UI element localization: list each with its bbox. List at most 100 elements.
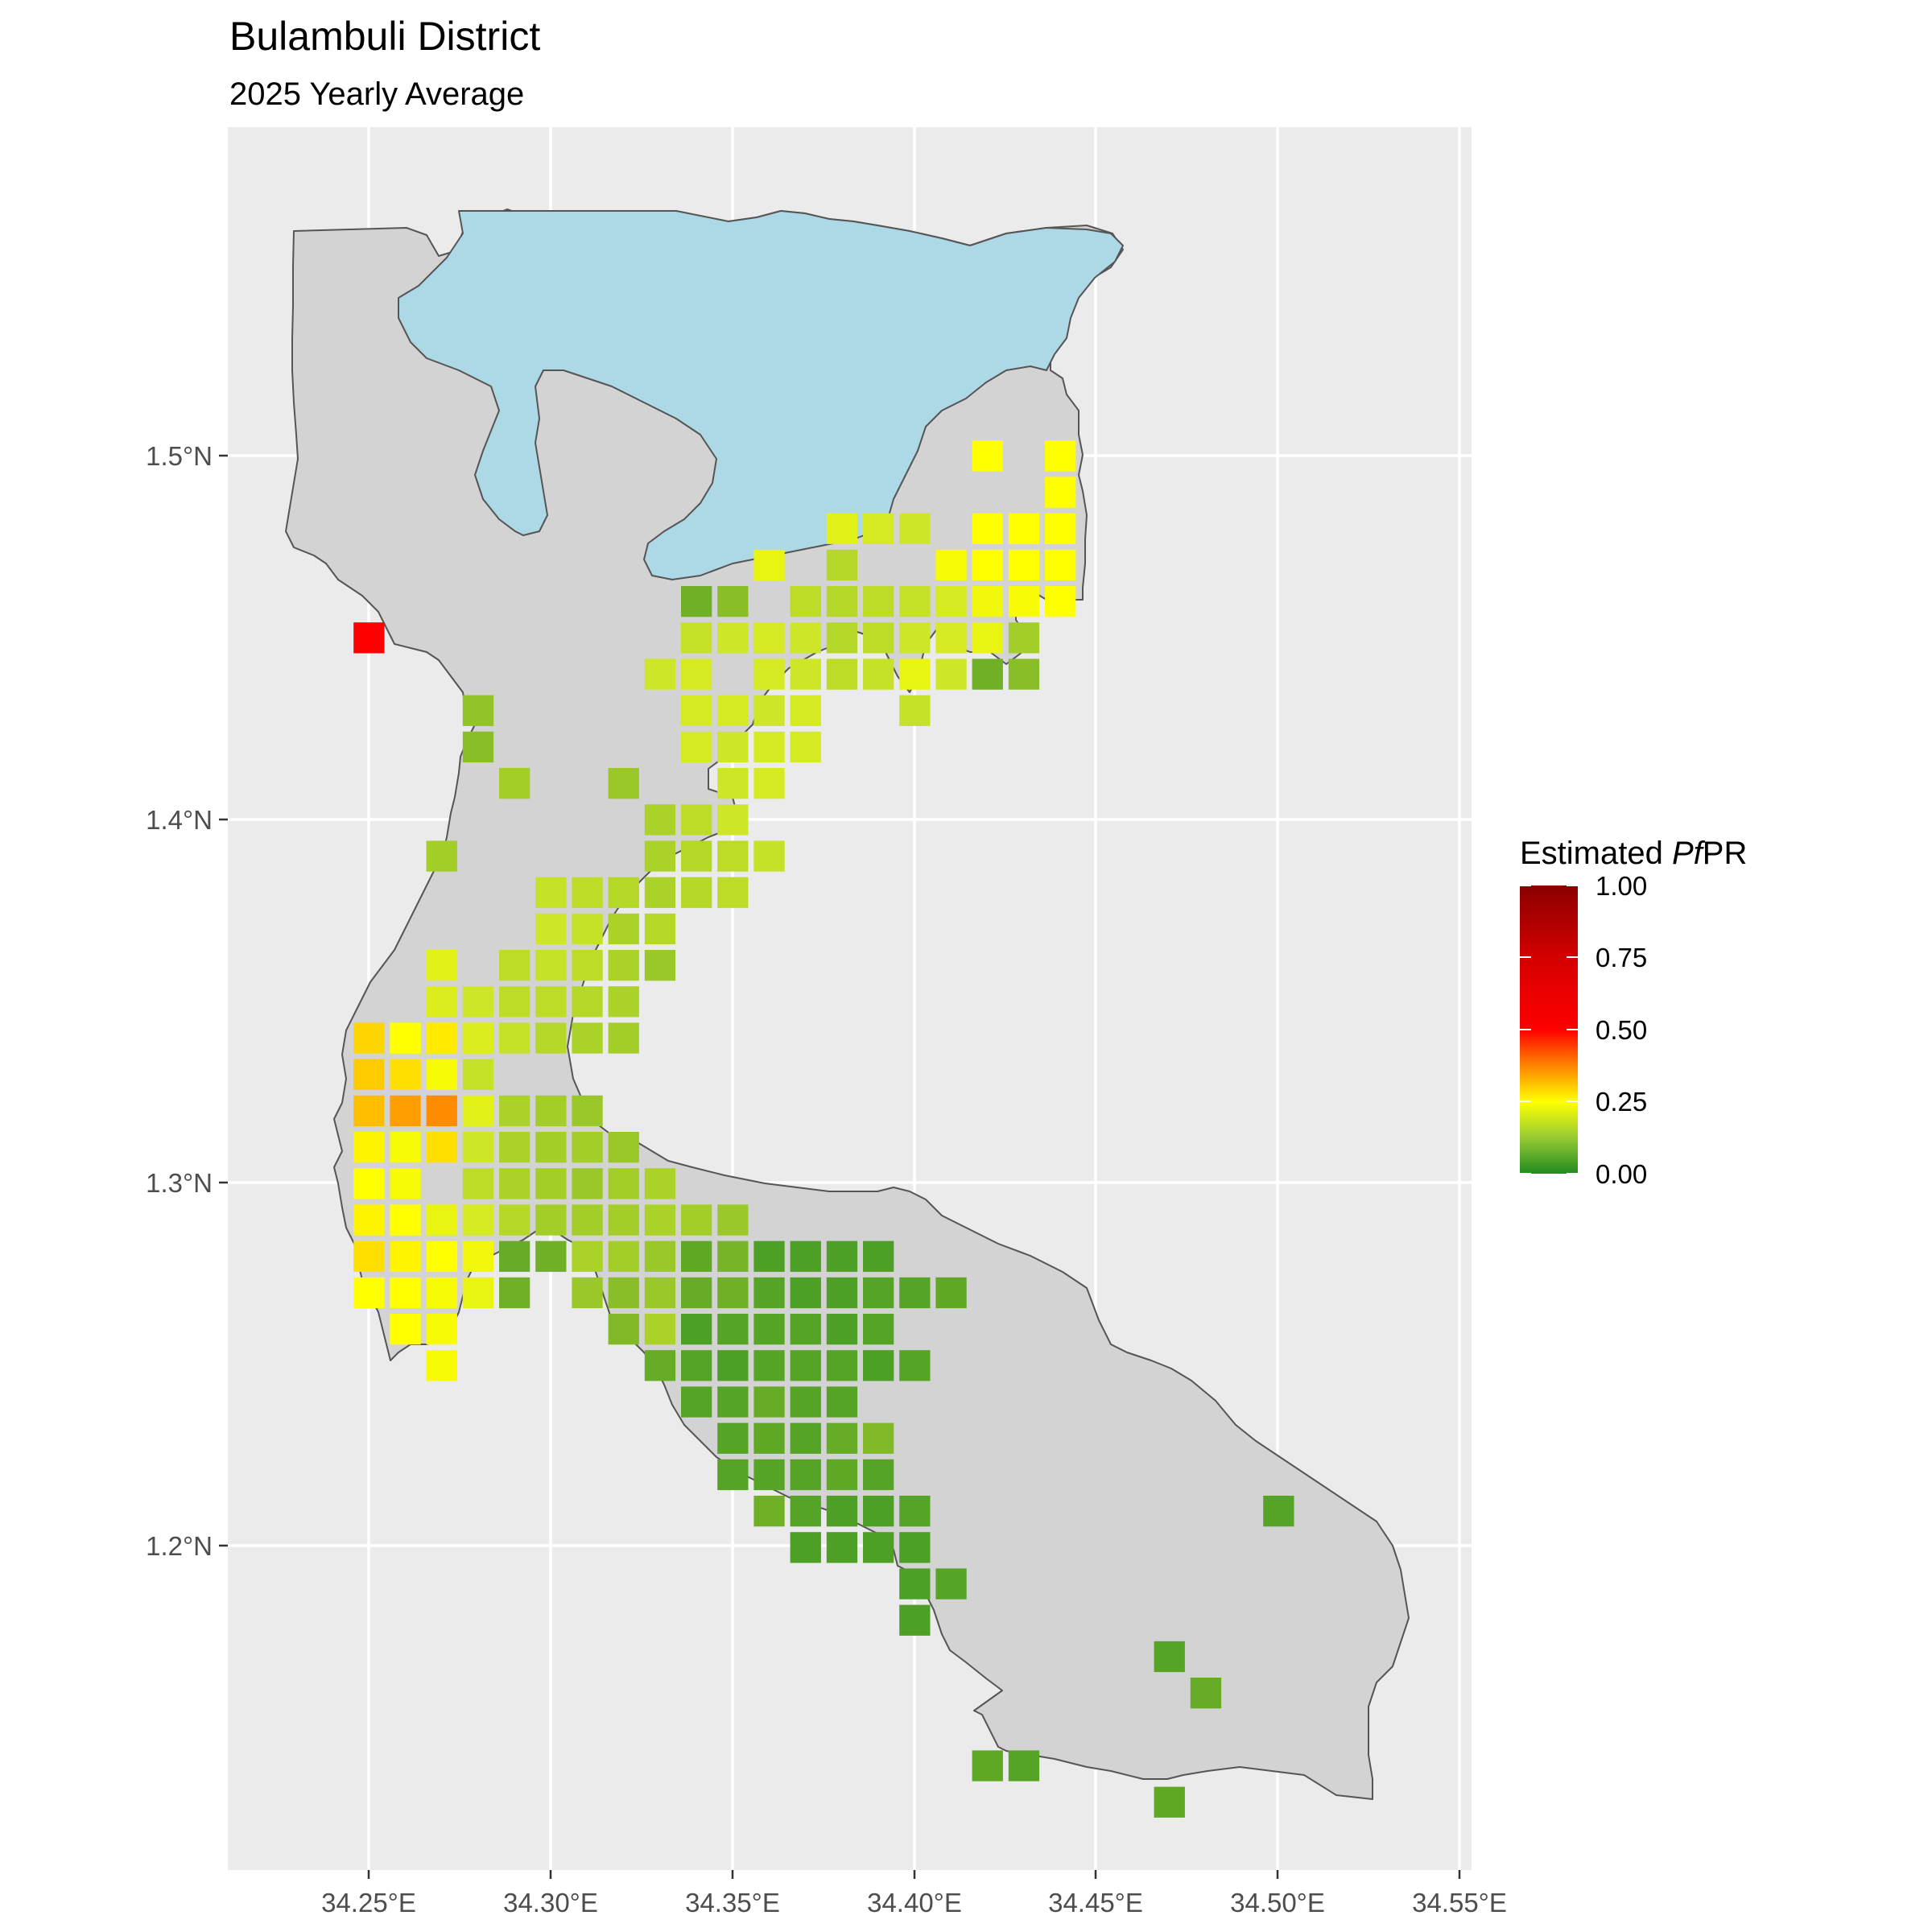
pfpr-cell [535, 1095, 567, 1127]
pfpr-cell [426, 1350, 457, 1381]
pfpr-cell [753, 549, 785, 581]
pfpr-cell [499, 1204, 530, 1236]
pfpr-cell [753, 731, 785, 763]
pfpr-cell [826, 586, 858, 617]
pfpr-cell [826, 1386, 858, 1418]
pfpr-cell [790, 1386, 821, 1418]
legend-label: 0.75 [1596, 943, 1647, 972]
district-boundary [285, 208, 1410, 1800]
pfpr-cell [535, 877, 567, 908]
pfpr-cell [753, 1350, 785, 1381]
pfpr-cell [717, 586, 749, 617]
pfpr-cell [608, 1204, 639, 1236]
pfpr-cell [681, 804, 712, 836]
pfpr-cell [426, 1095, 457, 1127]
pfpr-cell [753, 1386, 785, 1418]
pfpr-cell [462, 1277, 494, 1309]
lake-region [398, 210, 1124, 580]
pfpr-cell [790, 1496, 821, 1527]
pfpr-cell [681, 695, 712, 726]
pfpr-cell [717, 1241, 749, 1272]
pfpr-cell [353, 1204, 385, 1236]
pfpr-cells [353, 440, 1294, 1818]
pfpr-cell [572, 913, 603, 945]
legend: Estimated PfPR 1.00 0.75 0.50 0.25 0.00 [1520, 836, 1747, 1189]
pfpr-cell [644, 1241, 676, 1272]
pfpr-cell [572, 1095, 603, 1127]
pfpr-cell [972, 1750, 1003, 1781]
pfpr-cell [753, 768, 785, 799]
y-tick-label: 1.3°N [146, 1168, 213, 1198]
pfpr-cell [790, 1277, 821, 1309]
pfpr-cell [608, 1022, 639, 1054]
legend-label: 0.00 [1596, 1159, 1647, 1189]
pfpr-cell [1045, 549, 1076, 581]
pfpr-cell [608, 1277, 639, 1309]
pfpr-cell [681, 1314, 712, 1345]
legend-label: 0.25 [1596, 1087, 1647, 1117]
pfpr-cell [390, 1204, 421, 1236]
pfpr-cell [572, 1132, 603, 1163]
pfpr-cell [535, 986, 567, 1018]
pfpr-cell [790, 1422, 821, 1454]
x-tick-label: 34.55°E [1412, 1888, 1507, 1918]
x-tick-label: 34.35°E [685, 1888, 780, 1918]
pfpr-cell [753, 622, 785, 654]
legend-title-prefix: Estimated [1520, 836, 1672, 871]
pfpr-cell [572, 1241, 603, 1272]
pfpr-cell [535, 1022, 567, 1054]
pfpr-cell [1263, 1496, 1294, 1527]
pfpr-cell [863, 513, 894, 544]
pfpr-cell [426, 1314, 457, 1345]
pfpr-cell [572, 1168, 603, 1199]
pfpr-cell [1154, 1641, 1185, 1673]
pfpr-cell [681, 658, 712, 690]
pfpr-cell [899, 1604, 931, 1636]
pfpr-cell [462, 1241, 494, 1272]
pfpr-cell [681, 586, 712, 617]
pfpr-cell [608, 913, 639, 945]
pfpr-cell [826, 1277, 858, 1309]
pfpr-cell [1008, 586, 1040, 617]
pfpr-cell [753, 1314, 785, 1345]
pfpr-cell [353, 1022, 385, 1054]
pfpr-cell [426, 950, 457, 981]
pfpr-cell [499, 1277, 530, 1309]
pfpr-cell [608, 877, 639, 908]
pfpr-cell [863, 1496, 894, 1527]
pfpr-cell [572, 950, 603, 981]
pfpr-cell [972, 440, 1003, 472]
pfpr-cell [390, 1314, 421, 1345]
pfpr-cell [353, 1095, 385, 1127]
pfpr-cell [717, 1350, 749, 1381]
x-tick-label: 34.30°E [503, 1888, 598, 1918]
pfpr-cell [572, 877, 603, 908]
pfpr-cell [717, 877, 749, 908]
pfpr-cell [826, 549, 858, 581]
pfpr-cell [390, 1095, 421, 1127]
pfpr-cell [790, 1532, 821, 1563]
pfpr-cell [644, 1350, 676, 1381]
pfpr-cell [390, 1059, 421, 1090]
pfpr-cell [790, 622, 821, 654]
pfpr-cell [681, 1277, 712, 1309]
pfpr-cell [572, 1022, 603, 1054]
pfpr-cell [644, 1277, 676, 1309]
pfpr-cell [717, 1386, 749, 1418]
pfpr-cell [863, 1277, 894, 1309]
pfpr-cell [935, 549, 967, 581]
pfpr-cell [462, 731, 494, 763]
pfpr-cell [353, 1168, 385, 1199]
pfpr-cell [899, 513, 931, 544]
pfpr-cell [608, 1241, 639, 1272]
pfpr-cell [1154, 1786, 1185, 1818]
pfpr-cell [1008, 549, 1040, 581]
pfpr-cell [390, 1241, 421, 1272]
pfpr-cell [935, 1568, 967, 1600]
pfpr-cell [826, 1241, 858, 1272]
pfpr-cell [863, 1459, 894, 1491]
pfpr-cell [717, 1277, 749, 1309]
pfpr-cell [608, 1314, 639, 1345]
pfpr-cell [863, 1422, 894, 1454]
pfpr-cell [1008, 658, 1040, 690]
